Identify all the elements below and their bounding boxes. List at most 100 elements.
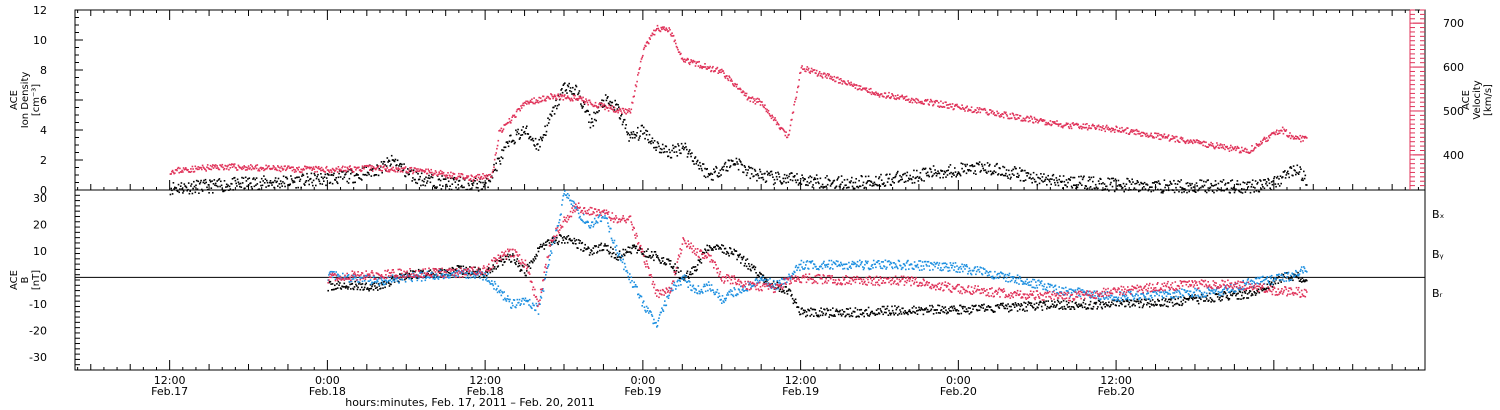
density-point xyxy=(952,172,955,174)
bx-point xyxy=(1178,304,1181,306)
density-point xyxy=(1281,176,1284,178)
density-point xyxy=(902,173,905,175)
density-point xyxy=(973,165,976,167)
bx-point xyxy=(1148,302,1150,305)
bx-point xyxy=(835,308,838,311)
bx-point xyxy=(675,270,678,272)
bx-point xyxy=(843,311,846,313)
bx-point xyxy=(388,282,390,284)
density-point xyxy=(397,169,400,172)
velocity-point xyxy=(1146,134,1149,137)
bx-point xyxy=(846,313,849,316)
density-point xyxy=(608,103,611,106)
bx-point xyxy=(416,277,419,279)
bx-point xyxy=(704,249,707,252)
density-point xyxy=(945,176,947,178)
velocity-point xyxy=(727,79,730,82)
bx-point xyxy=(517,265,519,268)
velocity-point xyxy=(878,94,880,96)
velocity-point xyxy=(1055,123,1058,125)
density-point xyxy=(564,90,567,92)
velocity-point xyxy=(759,104,762,106)
density-point xyxy=(1019,179,1022,182)
bx-point xyxy=(650,257,652,259)
by-point xyxy=(347,274,349,277)
velocity-point xyxy=(197,166,199,168)
velocity-point xyxy=(692,59,695,62)
velocity-point xyxy=(889,97,892,100)
density-point xyxy=(714,170,716,173)
density-point xyxy=(836,179,838,181)
velocity-point xyxy=(493,158,496,161)
bx-point xyxy=(894,312,897,315)
density-point xyxy=(994,165,996,167)
bx-point xyxy=(588,254,591,256)
density-point xyxy=(1007,177,1009,179)
density-point xyxy=(1116,185,1119,187)
density-point xyxy=(475,186,478,189)
velocity-point xyxy=(390,168,392,171)
bx-point xyxy=(699,258,702,261)
bx-point xyxy=(1083,299,1085,301)
velocity-point xyxy=(553,95,555,98)
density-point xyxy=(454,181,457,183)
bx-point xyxy=(750,269,752,272)
bx-point xyxy=(539,243,542,246)
bx-point xyxy=(810,307,812,310)
density-point xyxy=(1232,186,1235,189)
density-point xyxy=(1268,179,1270,181)
density-point xyxy=(875,175,877,178)
density-point xyxy=(671,149,673,152)
density-point xyxy=(1040,173,1042,175)
density-point xyxy=(816,178,819,180)
velocity-point xyxy=(886,96,889,98)
velocity-point xyxy=(1105,126,1107,128)
density-point xyxy=(277,177,280,180)
velocity-point xyxy=(1226,145,1228,148)
bx-point xyxy=(574,240,576,242)
velocity-point xyxy=(704,66,707,68)
density-point xyxy=(753,168,756,171)
bx-point xyxy=(798,311,800,313)
velocity-point xyxy=(231,163,233,165)
density-point xyxy=(362,173,364,176)
density-point xyxy=(1084,187,1086,189)
bx-point xyxy=(1108,301,1110,304)
velocity-point xyxy=(1075,122,1078,125)
density-point xyxy=(617,104,619,106)
velocity-point xyxy=(372,166,375,168)
density-point xyxy=(634,134,637,136)
bx-point xyxy=(953,305,955,307)
density-point xyxy=(621,113,623,116)
bx-point xyxy=(428,270,430,272)
bx-point xyxy=(610,246,612,249)
density-point xyxy=(551,110,554,112)
bx-point xyxy=(1077,306,1079,308)
bx-point xyxy=(646,256,649,258)
bx-point xyxy=(891,305,893,308)
bx-point xyxy=(1000,302,1003,305)
velocity-point xyxy=(1018,117,1020,120)
bx-point xyxy=(762,274,765,277)
bx-point xyxy=(1230,294,1232,296)
density-point xyxy=(1222,189,1224,192)
density-point xyxy=(979,171,982,173)
velocity-point xyxy=(1198,142,1201,145)
density-point xyxy=(748,167,751,169)
velocity-point xyxy=(774,117,776,119)
density-point xyxy=(788,175,790,178)
velocity-point xyxy=(913,99,916,101)
density-point xyxy=(1211,184,1213,187)
bx-point xyxy=(361,283,364,285)
bx-point xyxy=(377,283,380,285)
density-point xyxy=(1241,192,1244,194)
bx-point xyxy=(581,241,584,244)
density-point xyxy=(1154,181,1156,183)
density-point xyxy=(1136,180,1139,182)
density-point xyxy=(815,182,817,184)
density-point xyxy=(247,178,249,180)
velocity-point xyxy=(626,109,628,111)
velocity-point xyxy=(553,94,556,96)
bx-point xyxy=(617,259,619,261)
density-point xyxy=(493,163,495,166)
